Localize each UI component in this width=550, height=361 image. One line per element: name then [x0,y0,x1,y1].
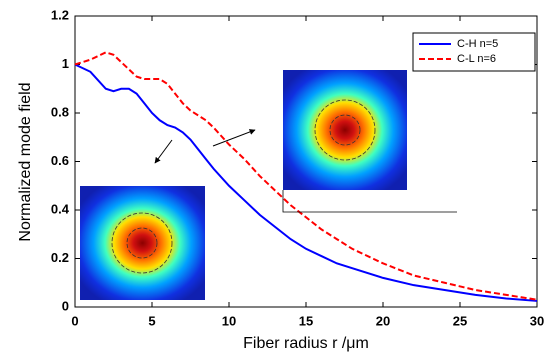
y-tick-label: 1.2 [51,7,69,22]
x-tick-label: 5 [148,313,155,328]
y-tick-label: 0.2 [51,250,69,265]
legend-label: C-L n=6 [457,53,496,65]
y-tick-label: 0.8 [51,104,69,119]
y-tick-label: 0.6 [51,153,69,168]
y-axis-label: Normalized mode field [17,82,34,241]
x-tick-label: 20 [376,313,390,328]
x-tick-label: 10 [222,313,236,328]
x-tick-label: 30 [530,313,544,328]
y-tick-label: 1 [62,56,69,71]
inset-image [283,70,407,190]
y-tick-label: 0.4 [51,201,70,216]
legend: C-H n=5 C-L n=6 [413,33,535,71]
x-axis-label: Fiber radius r /μm [243,335,369,352]
x-tick-label: 15 [299,313,313,328]
y-tick-label: 0 [62,298,69,313]
inset-image [80,186,205,300]
legend-label: C-H n=5 [457,38,498,50]
chart: Fiber radius r /μm Normalized mode field… [0,0,550,361]
x-tick-label: 0 [71,313,78,328]
x-tick-label: 25 [453,313,467,328]
